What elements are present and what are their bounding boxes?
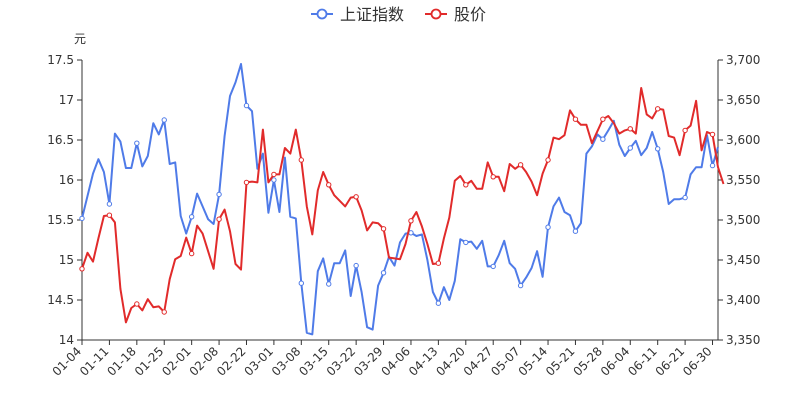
x-axis-tick-label: 04-13 bbox=[406, 344, 441, 379]
data-point-price bbox=[654, 106, 661, 112]
data-point-price bbox=[216, 216, 222, 222]
data-point-index bbox=[654, 146, 661, 152]
data-point-price bbox=[627, 126, 633, 132]
data-point-index bbox=[380, 270, 387, 276]
data-point-price bbox=[709, 131, 716, 138]
x-axis-tick-label: 05-28 bbox=[570, 344, 605, 379]
x-axis-tick-label: 06-04 bbox=[598, 344, 633, 379]
data-point-price bbox=[243, 179, 250, 186]
left-axis-tick-label: 17.5 bbox=[47, 53, 74, 67]
right-axis-tick-label: 3,450 bbox=[726, 253, 760, 267]
data-point-index bbox=[79, 215, 85, 222]
chart-series bbox=[79, 63, 725, 336]
series-line-price bbox=[81, 87, 725, 324]
data-point-price bbox=[572, 116, 579, 122]
data-point-index bbox=[298, 280, 305, 286]
data-point-index bbox=[435, 300, 442, 306]
right-axis-tick-label: 3,550 bbox=[726, 173, 760, 187]
data-point-price bbox=[326, 182, 332, 188]
x-axis-tick-label: 01-04 bbox=[50, 344, 85, 379]
x-axis-tick-label: 05-07 bbox=[488, 344, 523, 379]
legend-item-index[interactable]: 上证指数 bbox=[311, 5, 404, 24]
right-axis-tick-label: 3,400 bbox=[726, 293, 760, 307]
right-axis-tick-label: 3,700 bbox=[726, 53, 760, 67]
chart-legend[interactable]: 上证指数 股价 bbox=[311, 5, 486, 24]
left-axis-tick-label: 16 bbox=[59, 173, 74, 187]
legend-item-price[interactable]: 股价 bbox=[425, 5, 486, 24]
data-point-index bbox=[353, 262, 359, 269]
data-point-index bbox=[627, 145, 633, 151]
x-axis-tick-label: 02-08 bbox=[187, 344, 222, 379]
data-point-index bbox=[463, 239, 469, 246]
legend-label-index: 上证指数 bbox=[340, 5, 404, 24]
data-point-index bbox=[216, 191, 222, 198]
data-point-index bbox=[134, 140, 140, 146]
x-axis-tick-label: 05-21 bbox=[543, 344, 578, 379]
right-axis-tick-label: 3,650 bbox=[726, 93, 760, 107]
x-axis-tick-label: 05-14 bbox=[516, 344, 551, 379]
x-axis-tick-label: 03-08 bbox=[269, 344, 304, 379]
data-point-index bbox=[572, 228, 579, 234]
x-axis-tick-label: 02-01 bbox=[159, 344, 194, 379]
x-axis-tick-label: 03-15 bbox=[296, 344, 331, 379]
data-point-index bbox=[545, 224, 551, 230]
chart-axes: 14 14.5 15 15.5 16 16.5 17 17.5 3,350 3,400 3,450 3… bbox=[47, 53, 760, 379]
x-axis-tick-label: 02-22 bbox=[214, 344, 249, 379]
data-point-price bbox=[353, 194, 359, 200]
x-axis-tick-label: 01-25 bbox=[132, 344, 167, 379]
right-axis-tick-label: 3,350 bbox=[726, 333, 760, 347]
data-point-index bbox=[709, 162, 716, 169]
data-point-index bbox=[326, 281, 332, 287]
x-axis-tick-label: 03-22 bbox=[324, 344, 359, 379]
data-point-price bbox=[490, 174, 496, 180]
data-point-price bbox=[134, 301, 140, 307]
left-axis-tick-label: 17 bbox=[59, 93, 74, 107]
data-point-price bbox=[682, 127, 688, 134]
data-point-price bbox=[545, 157, 551, 163]
data-point-index bbox=[517, 282, 524, 289]
data-point-price bbox=[79, 266, 85, 272]
left-axis-tick-label: 14 bbox=[59, 333, 74, 347]
data-point-index bbox=[490, 263, 496, 270]
x-axis-tick-label: 06-11 bbox=[625, 344, 660, 379]
data-point-price bbox=[271, 171, 277, 178]
x-axis-tick-label: 04-20 bbox=[433, 344, 468, 379]
x-axis-tick-label: 04-27 bbox=[461, 344, 496, 379]
right-axis-tick-label: 3,500 bbox=[726, 213, 760, 227]
left-axis-tick-label: 15.5 bbox=[47, 213, 74, 227]
data-point-price bbox=[517, 162, 524, 168]
data-point-price bbox=[106, 212, 113, 218]
data-point-index bbox=[600, 136, 606, 142]
left-axis-tick-label: 14.5 bbox=[47, 293, 74, 307]
x-axis-tick-label: 04-06 bbox=[379, 344, 414, 379]
left-axis-tick-label: 16.5 bbox=[47, 133, 74, 147]
data-point-price bbox=[408, 218, 414, 224]
x-axis-tick-label: 01-18 bbox=[104, 344, 139, 379]
data-point-index bbox=[271, 177, 277, 183]
legend-label-price: 股价 bbox=[454, 5, 486, 24]
data-point-index bbox=[682, 194, 688, 201]
left-axis-tick-label: 15 bbox=[59, 253, 74, 267]
series-line-index bbox=[81, 63, 719, 336]
left-axis-unit: 元 bbox=[74, 32, 86, 46]
data-point-index bbox=[106, 201, 113, 207]
x-axis-tick-label: 06-30 bbox=[680, 344, 715, 379]
data-point-price bbox=[463, 182, 469, 188]
data-point-index bbox=[243, 102, 250, 109]
x-axis-tick-label: 03-29 bbox=[351, 344, 386, 379]
data-point-price bbox=[161, 309, 167, 315]
data-point-price bbox=[435, 260, 442, 266]
data-point-price bbox=[188, 250, 195, 257]
x-axis-tick-label: 01-11 bbox=[77, 344, 112, 379]
x-axis-tick-label: 06-21 bbox=[653, 344, 688, 379]
data-point-price bbox=[600, 116, 606, 122]
right-axis-tick-label: 3,600 bbox=[726, 133, 760, 147]
data-point-price bbox=[298, 157, 305, 163]
x-axis-tick-label: 03-01 bbox=[241, 344, 276, 379]
data-point-index bbox=[188, 214, 195, 220]
data-point-price bbox=[380, 226, 387, 232]
data-point-index bbox=[161, 117, 167, 123]
